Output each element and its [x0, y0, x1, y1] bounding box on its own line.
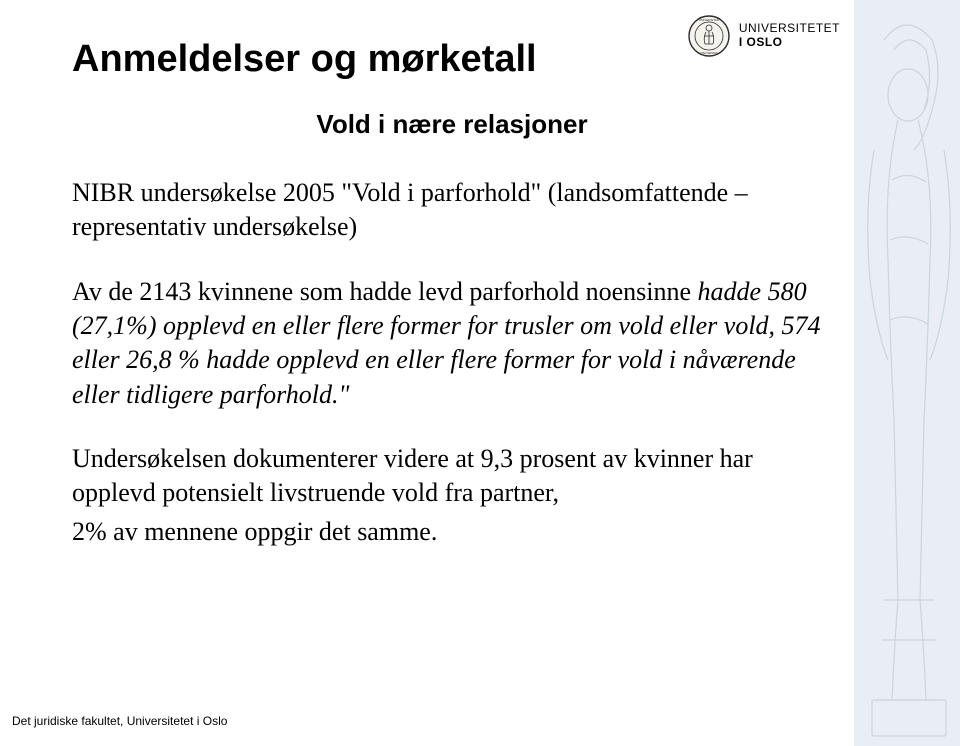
- slide-title: Anmeldelser og mørketall: [72, 38, 832, 81]
- paragraph-1: NIBR undersøkelse 2005 "Vold i parforhol…: [72, 176, 832, 245]
- paragraph-3: Undersøkelsen dokumenterer videre at 9,3…: [72, 442, 832, 511]
- footer-text: Det juridiske fakultet, Universitetet i …: [12, 714, 227, 728]
- paragraph-2-lead: Av de 2143 kvinnene som hadde levd parfo…: [72, 277, 698, 306]
- university-name-line1: UNIVERSITETET: [739, 22, 840, 36]
- content-area: Anmeldelser og mørketall Vold i nære rel…: [72, 38, 832, 579]
- svg-text:• UNIVERSITAS •: • UNIVERSITAS •: [697, 18, 721, 22]
- slide-subtitle: Vold i nære relasjoner: [72, 109, 832, 140]
- background-column: [854, 0, 960, 746]
- paragraph-4: 2% av mennene oppgir det samme.: [72, 515, 832, 549]
- paragraph-2: Av de 2143 kvinnene som hadde levd parfo…: [72, 275, 832, 412]
- watermark-figure-icon: [854, 0, 960, 746]
- slide: • UNIVERSITAS • OSLOENSIS UNIVERSITETET …: [0, 0, 960, 746]
